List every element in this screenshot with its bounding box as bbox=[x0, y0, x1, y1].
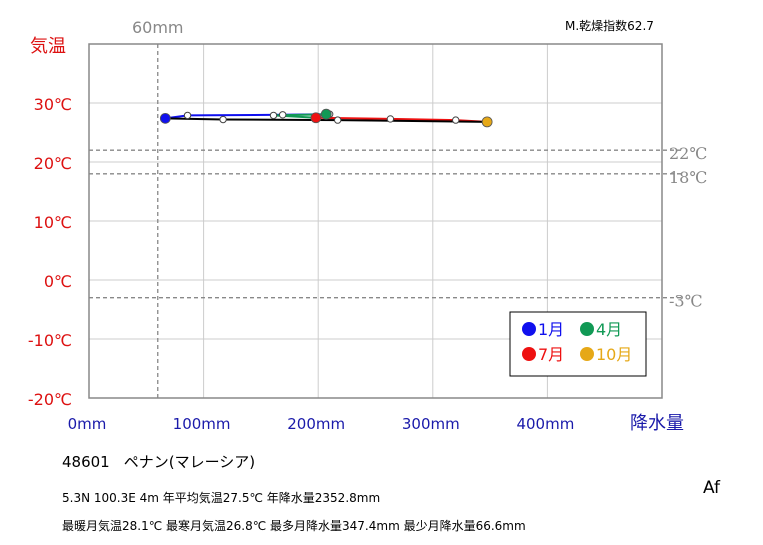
path-segment bbox=[187, 113, 283, 117]
monthly-path bbox=[165, 113, 488, 123]
path-segment bbox=[165, 117, 224, 121]
dryness-index: M.乾燥指数62.7 bbox=[565, 19, 654, 33]
month-point bbox=[278, 111, 287, 119]
month-point-highlight bbox=[320, 108, 332, 120]
path-segment bbox=[390, 117, 456, 122]
station-name: ペナン(マレーシア) bbox=[123, 453, 256, 471]
month-point-highlight bbox=[481, 116, 493, 128]
month-point-highlight bbox=[159, 112, 171, 124]
month-point bbox=[452, 116, 460, 124]
path-segment bbox=[337, 119, 488, 123]
legend-label: 1月 bbox=[538, 320, 564, 339]
y-tick-label: 20℃ bbox=[34, 154, 72, 173]
x-tick-label: 300mm bbox=[402, 415, 460, 433]
climate-class: Af bbox=[703, 478, 721, 498]
station-id: 48601 bbox=[62, 453, 110, 471]
legend-marker bbox=[580, 322, 594, 336]
station-info-line2: 最暖月気温28.1℃ 最寒月気温26.8℃ 最多月降水量347.4mm 最少月降… bbox=[62, 519, 526, 533]
x-tick-label: 200mm bbox=[287, 415, 345, 433]
y-tick-label: 0℃ bbox=[44, 272, 72, 291]
reference-lines: 60mm 22℃ 18℃ -3℃ bbox=[89, 18, 707, 398]
x-tick-label: 400mm bbox=[516, 415, 574, 433]
legend-label: 4月 bbox=[596, 320, 622, 339]
reference-label-temp: 18℃ bbox=[669, 168, 707, 187]
y-tick-label: 30℃ bbox=[34, 95, 72, 114]
legend-marker bbox=[522, 347, 536, 361]
legend: 1月 4月 7月 10月 bbox=[509, 311, 647, 377]
legend-marker bbox=[580, 347, 594, 361]
month-points bbox=[159, 108, 493, 128]
legend-label: 7月 bbox=[538, 345, 564, 364]
y-axis-label: 気温 bbox=[30, 36, 66, 57]
legend-marker bbox=[522, 322, 536, 336]
station-info-line1: 5.3N 100.3E 4m 年平均気温27.5℃ 年降水量2352.8mm bbox=[62, 491, 381, 505]
month-point-highlight bbox=[310, 112, 322, 124]
x-tick-labels: 0mm 100mm 200mm 300mm 400mm bbox=[68, 415, 575, 433]
y-tick-labels: 30℃ 20℃ 10℃ 0℃ -10℃ -20℃ bbox=[28, 95, 72, 409]
legend-box bbox=[509, 311, 647, 377]
station-title: 48601 ペナン(マレーシア) bbox=[62, 451, 255, 472]
y-tick-label: 10℃ bbox=[34, 213, 72, 232]
plot-frame bbox=[88, 43, 663, 399]
x-tick-label: 100mm bbox=[173, 415, 231, 433]
reference-label-temp: -3℃ bbox=[669, 292, 702, 311]
reference-label-temp: 22℃ bbox=[669, 144, 707, 163]
reference-label-60mm: 60mm bbox=[132, 18, 184, 37]
legend-label: 10月 bbox=[596, 345, 632, 364]
x-axis-label: 降水量 bbox=[630, 413, 684, 434]
month-point bbox=[269, 111, 278, 120]
y-tick-label: -20℃ bbox=[28, 390, 72, 409]
month-point bbox=[219, 115, 227, 124]
month-point bbox=[333, 116, 342, 124]
month-point bbox=[386, 115, 395, 123]
x-tick-label: 0mm bbox=[68, 415, 107, 433]
month-point bbox=[183, 111, 192, 120]
y-tick-label: -10℃ bbox=[28, 331, 72, 350]
